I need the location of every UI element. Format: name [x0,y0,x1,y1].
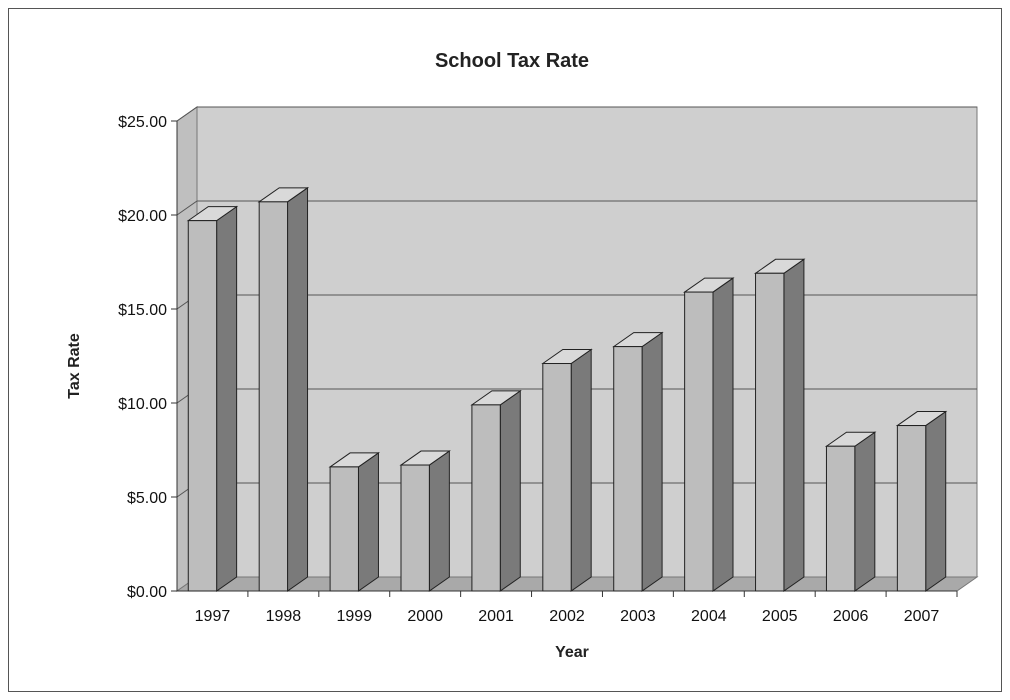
bar [471,404,501,592]
x-tick-label: 2002 [549,608,585,625]
plot-area: $0.00 $5.00 $10.00 $15.00 $20.00 $25.00 1997 19… [118,106,979,625]
x-axis-label: Year [555,644,589,661]
bar [896,425,927,592]
bar [755,272,785,592]
bar-side [499,389,521,592]
x-tick-label: 2006 [833,608,869,625]
bar [825,445,856,592]
bar [258,201,289,592]
bar-side [287,186,309,592]
x-tick-label: 2001 [478,608,514,625]
gridline [176,106,977,122]
y-tick-label: $0.00 [127,584,167,601]
gridline [176,200,977,216]
bar-side [570,348,592,592]
bar-side [925,410,947,592]
y-tick-label: $25.00 [118,114,167,131]
bar [329,466,359,592]
bar [187,220,218,592]
bar-side [854,431,876,592]
chart-canvas: School Tax Rate $0.00 $5.00 $10.00 $15.00 $2… [66,50,979,661]
chart-frame: School Tax Rate $0.00 $5.00 $10.00 $15.00 $2… [8,8,1002,692]
bar-side [712,277,734,592]
y-tick-label: $15.00 [118,302,167,319]
x-tick-label: 2000 [407,608,443,625]
bar-side [428,450,450,592]
bar [400,464,430,592]
bar [542,363,572,592]
y-tick-label: $20.00 [118,208,167,225]
bar-side [357,451,379,592]
bar-side [216,205,238,592]
y-tick-label: $5.00 [127,490,167,507]
bar-side [641,331,663,592]
y-axis-label: Tax Rate [66,333,83,399]
x-tick-label: 2004 [691,608,727,625]
x-tick-label: 1999 [336,608,372,625]
x-tick-label: 2005 [762,608,798,625]
x-tick-label: 2003 [620,608,656,625]
bar [613,346,643,592]
x-tick-label: 2007 [904,608,940,625]
x-tick-label: 1998 [266,608,302,625]
y-tick-label: $10.00 [118,396,167,413]
chart-title: School Tax Rate [435,50,589,72]
x-tick-label: 1997 [195,608,231,625]
bar-side [783,258,805,592]
bar [684,291,714,592]
